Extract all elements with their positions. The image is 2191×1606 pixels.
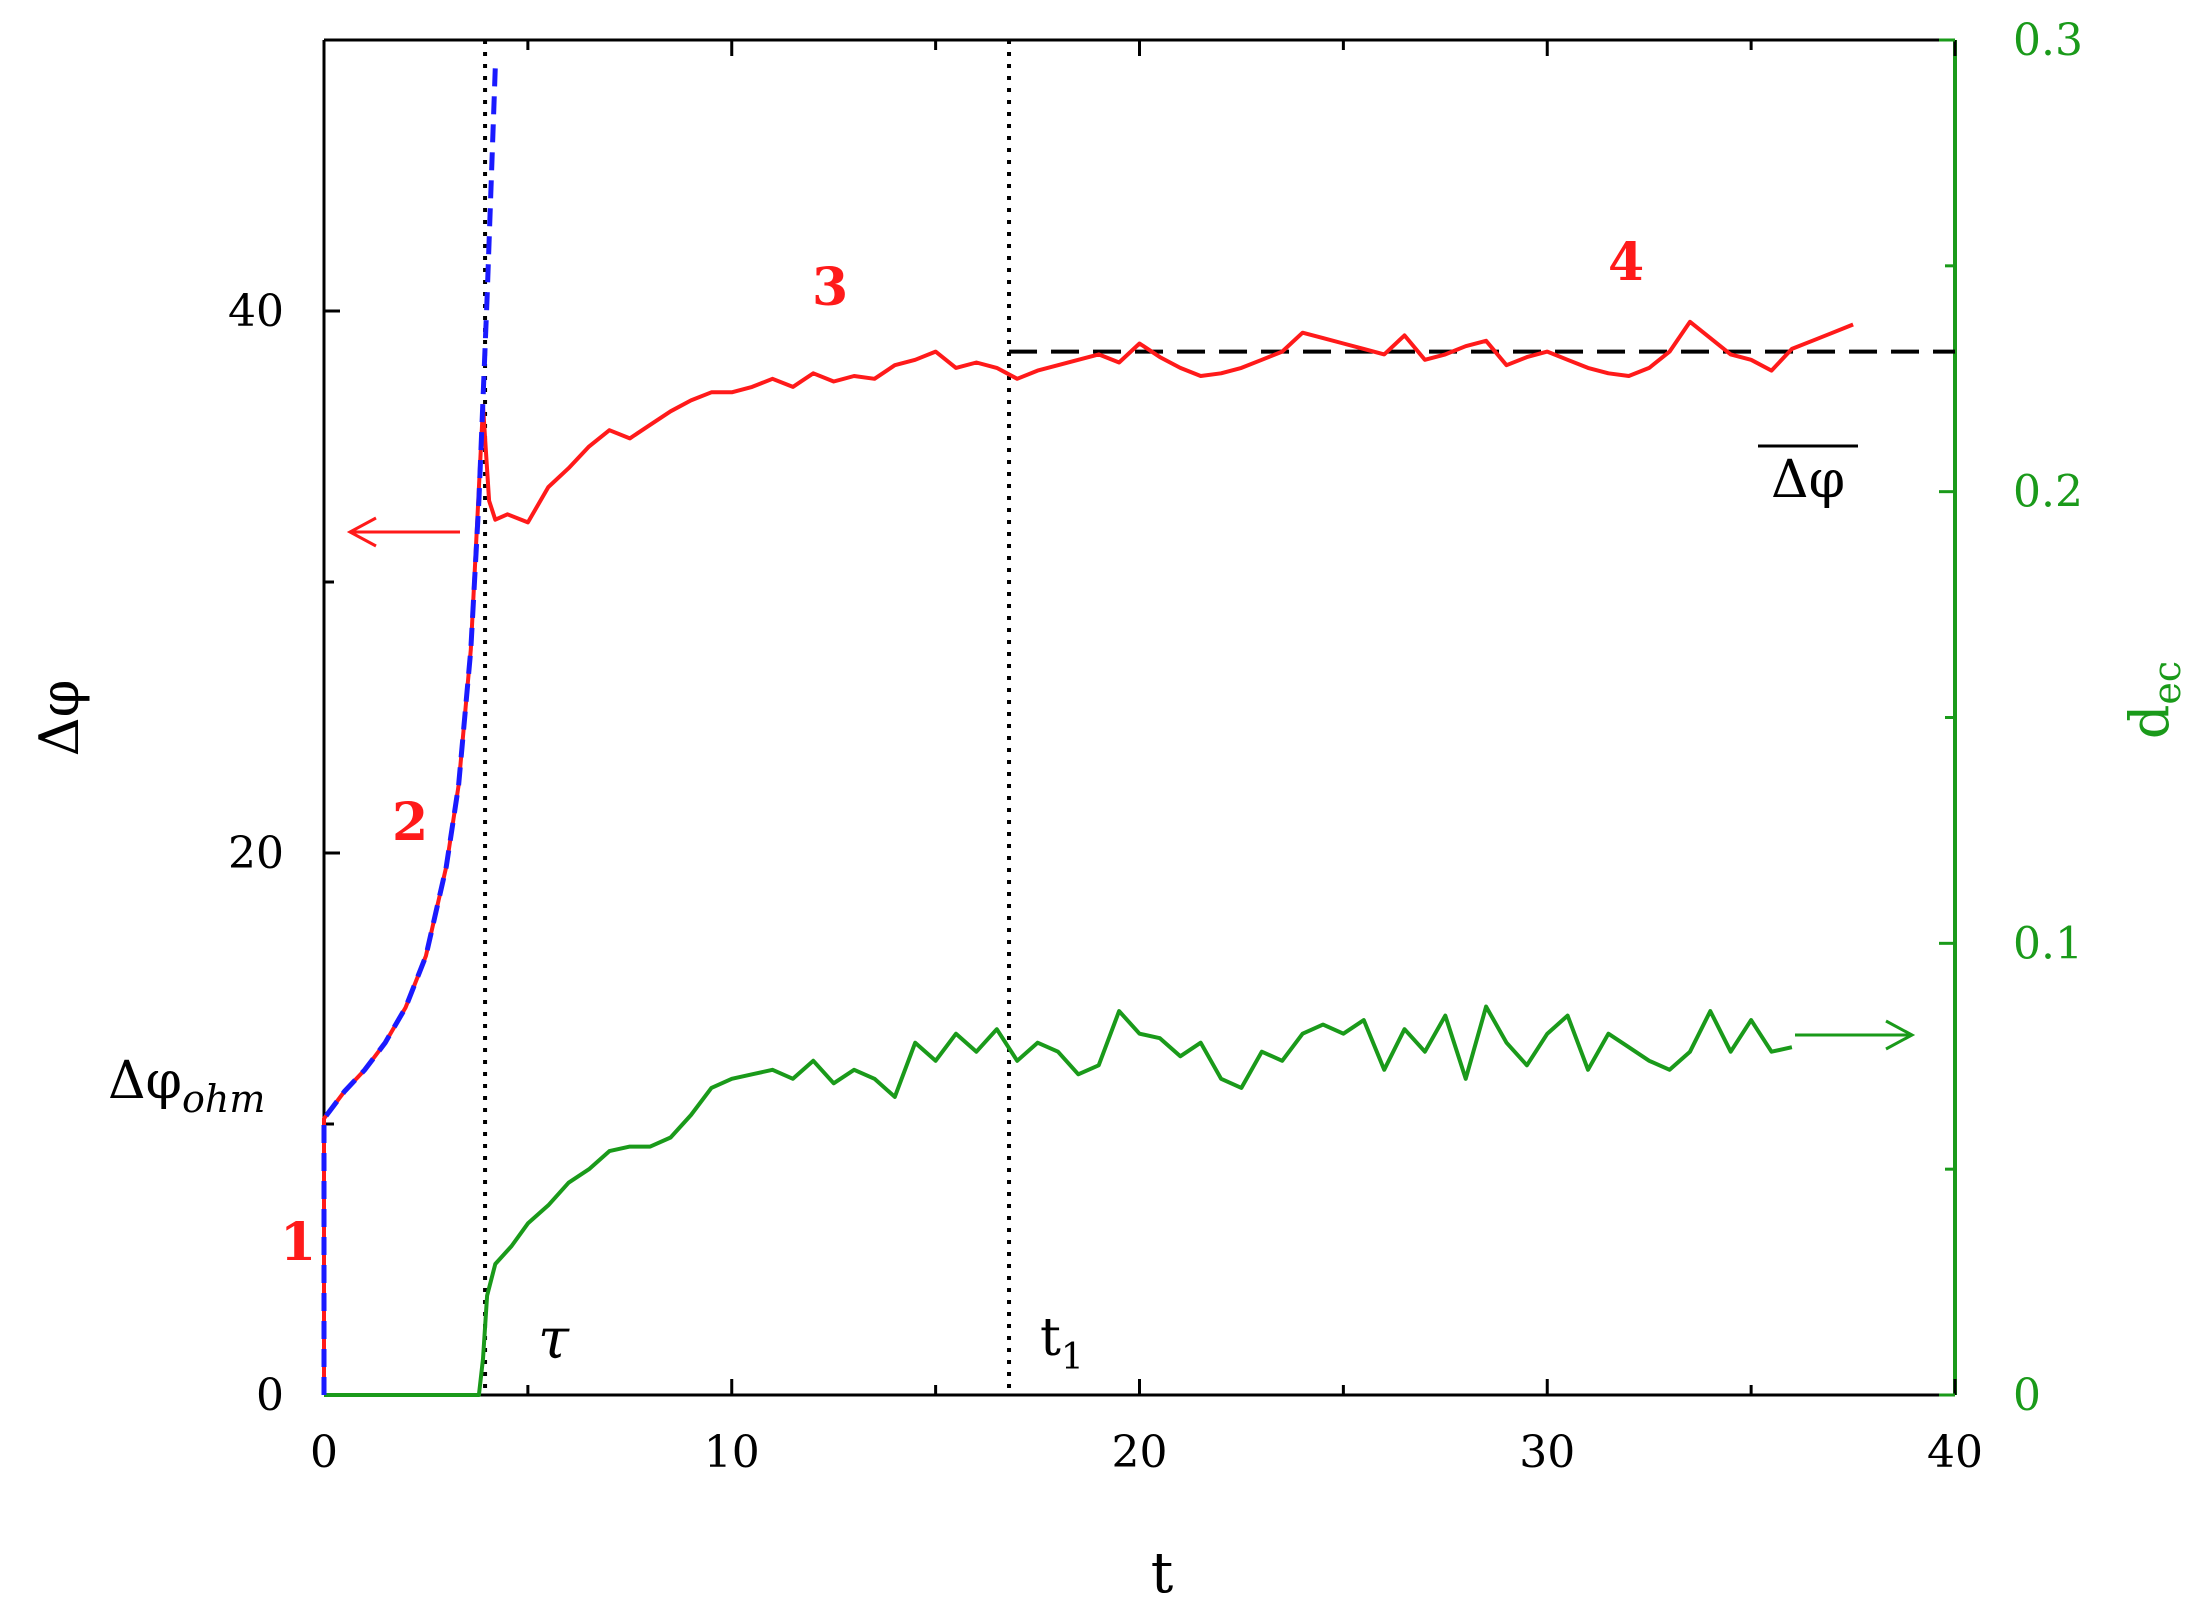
tick-labels: 0 10 20 30 40 0 20 40 0 0.1 0.2 0.3 [228, 15, 2083, 1478]
x-tick-label: 10 [704, 1427, 760, 1478]
green-right-axis-arrow [1795, 1019, 1916, 1051]
series-layer [321, 67, 1854, 1397]
x-tick-label: 20 [1112, 1427, 1168, 1478]
tau-label: τ [538, 1307, 570, 1372]
red-left-axis-arrow [346, 516, 460, 548]
left-tick-label: 0 [256, 1370, 284, 1421]
dphi-ohm-label: Δφohm [108, 1051, 265, 1121]
x-tick-label: 30 [1519, 1427, 1575, 1478]
dphi-ohm-subscript: ohm [182, 1077, 265, 1121]
region-label-2: 2 [392, 792, 428, 853]
region-label-3: 3 [812, 257, 848, 318]
right-tick-label: 0.1 [2013, 918, 2083, 969]
region-label-1: 1 [280, 1212, 316, 1273]
dphi-ohm-main: Δφ [108, 1051, 182, 1111]
t1-label: t1 [1040, 1308, 1084, 1378]
left-tick-label: 40 [228, 286, 284, 337]
right-axis-title-main: d [2118, 705, 2181, 740]
t1-label-subscript: 1 [1061, 1337, 1084, 1378]
right-tick-label: 0 [2013, 1370, 2041, 1421]
x-tick-label: 0 [310, 1427, 338, 1478]
reference-lines [483, 40, 1955, 1395]
svg-text:dec: dec [2118, 661, 2189, 739]
left-tick-label: 20 [228, 828, 284, 879]
delta-phi-series [322, 319, 1854, 1395]
annotations: 1 2 3 4 τ t1 Δφohm Δφ [108, 232, 1858, 1378]
x-axis-title: t [1151, 1541, 1174, 1606]
delta-phi-fit-series [321, 67, 498, 1395]
t1-label-main: t [1040, 1308, 1061, 1368]
axis-arrows [346, 516, 1916, 1051]
d-ec-series [324, 1004, 1793, 1397]
left-axis-title: Δφ [28, 680, 91, 757]
dphi-mean-text: Δφ [1771, 450, 1845, 510]
right-tick-label: 0.3 [2013, 15, 2083, 66]
dphi-mean-label: Δφ [1758, 444, 1858, 510]
right-axis-title: dec [2118, 661, 2189, 739]
right-axis-title-subscript: ec [2145, 661, 2189, 705]
x-tick-label: 40 [1927, 1427, 1983, 1478]
plot-frame [322, 38, 1957, 1397]
region-label-4: 4 [1608, 232, 1644, 293]
tick-marks [322, 38, 1957, 1397]
right-tick-label: 0.2 [2013, 467, 2083, 518]
